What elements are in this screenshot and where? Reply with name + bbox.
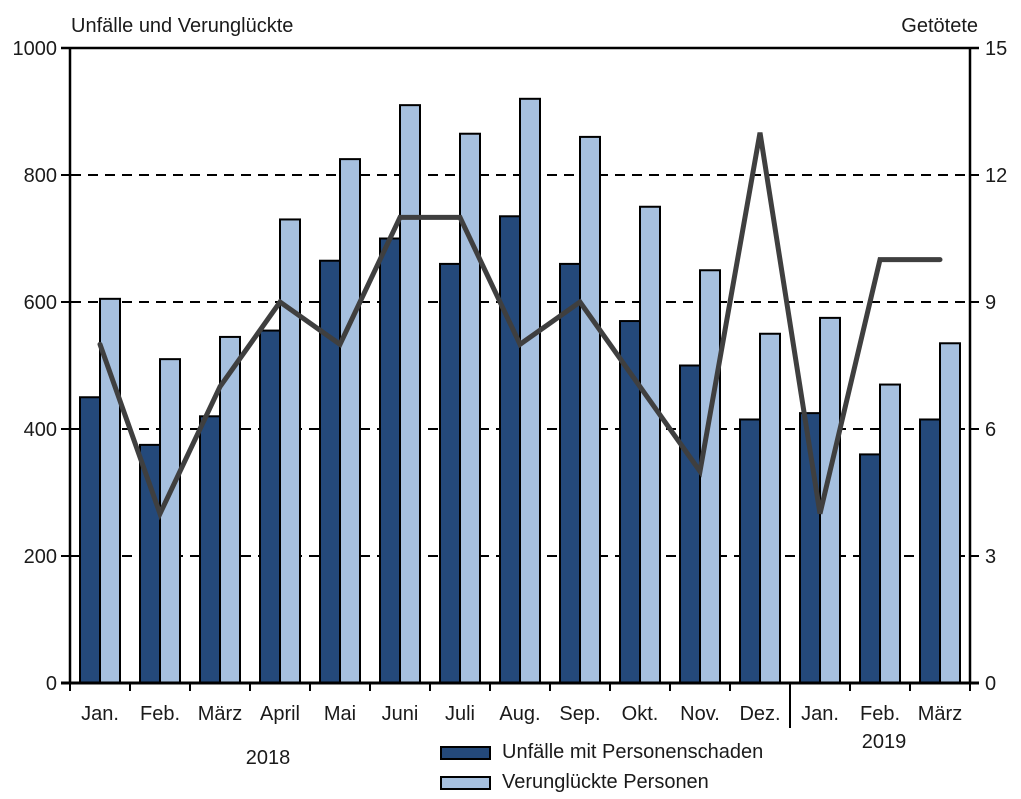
legend-swatch-unfaelle-icon: [440, 745, 491, 760]
bar-unfaelle-10: [679, 364, 701, 684]
bar-verunglueckte-4: [339, 158, 361, 684]
legend: Unfälle mit Personenschaden Verunglückte…: [440, 741, 763, 794]
bar-verunglueckte-11: [759, 332, 781, 684]
bar-verunglueckte-3: [279, 218, 301, 684]
getoetete-line: [97, 132, 943, 521]
bar-verunglueckte-1: [159, 358, 181, 684]
left-axis-tick-label: 0: [46, 673, 57, 695]
year-label-2019: 2019: [862, 731, 907, 753]
bar-unfaelle-3: [259, 329, 281, 684]
bar-unfaelle-8: [559, 262, 581, 684]
bar-verunglueckte-8: [579, 135, 601, 684]
left-axis-tick-label: 200: [24, 546, 57, 568]
month-label-14: März: [918, 703, 962, 725]
right-axis-tick-label: 6: [985, 419, 996, 441]
bar-unfaelle-6: [439, 262, 461, 684]
right-axis-tick-label: 12: [985, 165, 1007, 187]
left-axis-tick-label: 800: [24, 165, 57, 187]
right-axis-tick-label: 0: [985, 673, 996, 695]
month-label-8: Sep.: [559, 703, 600, 725]
bar-unfaelle-7: [499, 215, 521, 684]
bar-verunglueckte-10: [699, 269, 721, 684]
bar-unfaelle-14: [919, 418, 941, 684]
legend-label-unfaelle: Unfälle mit Personenschaden: [502, 741, 764, 763]
right-axis-tick-label: 15: [985, 38, 1007, 60]
left-axis-tick-label: 400: [24, 419, 57, 441]
legend-item-unfaelle: Unfälle mit Personenschaden: [440, 741, 763, 764]
month-label-6: Juli: [445, 703, 475, 725]
bar-verunglueckte-5: [399, 104, 421, 684]
bar-verunglueckte-13: [879, 383, 901, 684]
legend-label-verunglueckte: Verunglückte Personen: [502, 771, 709, 793]
left-axis-tick-label: 1000: [13, 38, 58, 60]
bar-unfaelle-13: [859, 453, 881, 684]
month-label-0: Jan.: [81, 703, 119, 725]
month-label-5: Juni: [382, 703, 419, 725]
bar-unfaelle-5: [379, 237, 401, 684]
month-label-3: April: [260, 703, 300, 725]
month-label-4: Mai: [324, 703, 356, 725]
bar-verunglueckte-9: [639, 205, 661, 684]
month-label-12: Jan.: [801, 703, 839, 725]
bar-unfaelle-0: [79, 396, 101, 684]
month-label-1: Feb.: [140, 703, 180, 725]
legend-swatch-verunglueckte-icon: [440, 775, 491, 790]
right-axis-title: Getötete: [901, 15, 978, 37]
bar-verunglueckte-7: [519, 97, 541, 685]
right-axis-tick-label: 3: [985, 546, 996, 568]
bar-verunglueckte-2: [219, 335, 241, 684]
month-label-2: März: [198, 703, 242, 725]
month-label-13: Feb.: [860, 703, 900, 725]
right-axis-tick-label: 9: [985, 292, 996, 314]
month-label-10: Nov.: [680, 703, 720, 725]
month-label-7: Aug.: [499, 703, 540, 725]
bar-unfaelle-11: [739, 418, 761, 684]
left-axis-tick-label: 600: [24, 292, 57, 314]
left-axis-title: Unfälle und Verunglückte: [71, 15, 294, 37]
bar-verunglueckte-14: [939, 342, 961, 684]
year-label-2018: 2018: [246, 747, 291, 769]
month-label-9: Okt.: [622, 703, 659, 725]
month-label-11: Dez.: [739, 703, 780, 725]
bar-verunglueckte-6: [459, 132, 481, 685]
legend-item-verunglueckte: Verunglückte Personen: [440, 771, 763, 794]
bar-unfaelle-2: [199, 415, 221, 684]
bar-unfaelle-4: [319, 259, 341, 684]
